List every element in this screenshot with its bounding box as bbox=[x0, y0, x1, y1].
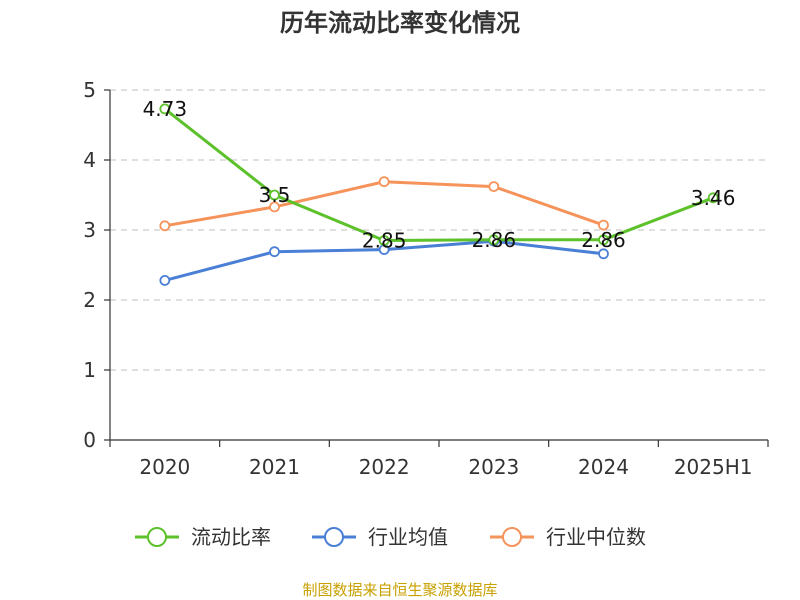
data-point bbox=[159, 220, 171, 232]
chart-title: 历年流动比率变化情况 bbox=[280, 9, 520, 37]
data-point bbox=[269, 246, 280, 258]
legend-swatch-marker bbox=[324, 527, 344, 547]
legend-item-1[interactable]: 流动比率 bbox=[135, 525, 271, 549]
data-point bbox=[159, 274, 171, 286]
y-tick-label: 0 bbox=[83, 428, 96, 452]
data-point bbox=[598, 219, 609, 231]
data-point bbox=[269, 189, 280, 201]
y-tick-label: 4 bbox=[83, 148, 96, 172]
y-tick-label: 3 bbox=[83, 218, 96, 242]
x-tick-label: 2022 bbox=[359, 455, 410, 479]
x-tick-label: 2021 bbox=[249, 455, 300, 479]
data-labels: 4.73 3.5 2.85 2.86 2.86 3.46 bbox=[143, 97, 736, 253]
data-label: 2.85 bbox=[362, 229, 407, 253]
axes: 0 1 2 3 4 5 2020 2021 2022 2023 2024 2025H1 bbox=[83, 78, 769, 479]
gridlines bbox=[110, 89, 768, 371]
series-line-3 bbox=[164, 180, 604, 228]
data-point bbox=[488, 234, 500, 246]
data-point bbox=[598, 248, 609, 260]
legend-item-3[interactable]: 行业中位数 bbox=[490, 525, 646, 549]
source-note: 制图数据来自恒生聚源数据库 bbox=[302, 581, 497, 599]
legend-label: 行业均值 bbox=[368, 525, 448, 549]
data-point bbox=[598, 234, 609, 246]
x-tick-label: 2020 bbox=[139, 455, 190, 479]
legend-swatch-marker bbox=[147, 527, 167, 547]
data-point bbox=[707, 192, 719, 204]
y-tick-label: 1 bbox=[83, 358, 96, 382]
series-3 bbox=[159, 176, 609, 232]
data-label: 3.5 bbox=[259, 183, 291, 207]
data-point bbox=[378, 176, 390, 188]
legend-swatch-marker bbox=[502, 527, 522, 547]
legend[interactable]: 流动比率 行业均值 行业中位数 bbox=[135, 525, 646, 549]
data-label: 2.86 bbox=[472, 228, 517, 252]
data-label: 4.73 bbox=[143, 97, 188, 121]
data-label: 3.46 bbox=[691, 186, 736, 210]
y-tick-label: 5 bbox=[83, 78, 96, 102]
data-point bbox=[378, 235, 390, 246]
series-1 bbox=[159, 103, 719, 246]
data-point bbox=[159, 103, 171, 115]
x-tick-label: 2024 bbox=[578, 455, 629, 479]
y-tick-label: 2 bbox=[83, 288, 96, 312]
series-layer bbox=[159, 103, 719, 286]
data-point bbox=[269, 201, 280, 213]
x-tick-label: 2023 bbox=[468, 455, 519, 479]
data-label: 2.86 bbox=[581, 228, 626, 252]
legend-label: 行业中位数 bbox=[546, 525, 646, 549]
legend-item-2[interactable]: 行业均值 bbox=[312, 525, 448, 549]
series-line-1 bbox=[163, 107, 714, 242]
data-point bbox=[488, 181, 500, 193]
legend-label: 流动比率 bbox=[191, 525, 271, 549]
x-tick-label: 2025H1 bbox=[674, 455, 753, 479]
